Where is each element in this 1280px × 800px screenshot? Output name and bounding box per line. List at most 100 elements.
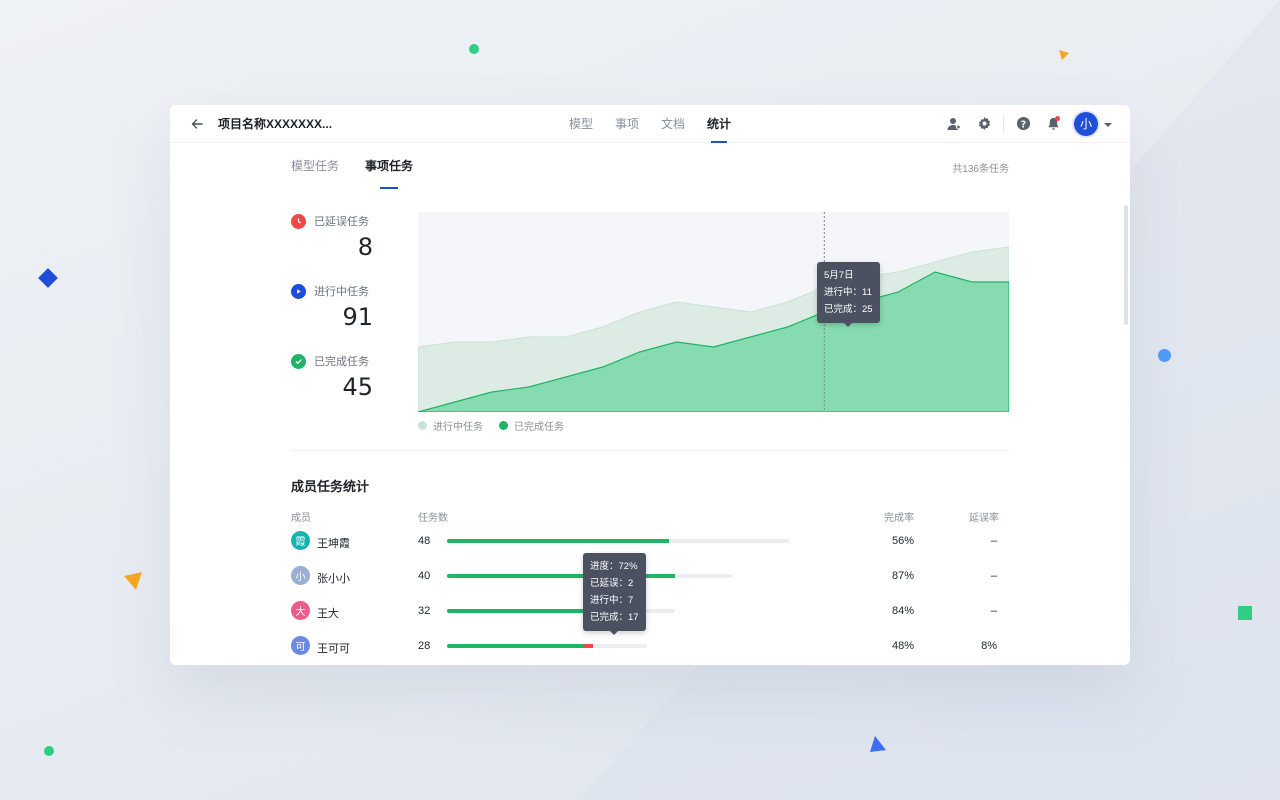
section-divider [291,450,1009,451]
header-rate: 完成率 [884,513,914,524]
clock-icon [291,213,306,229]
member-name: 张小小 [317,573,350,585]
subtab-item-tasks[interactable]: 事项任务 [365,143,413,189]
task-summary: 已延误任务 8 进行中任务 91 已完成任务 [291,213,381,423]
stat-value: 45 [342,373,373,401]
tab-stats[interactable]: 统计 [696,105,742,143]
stat-delayed: 已延误任务 8 [291,213,381,283]
top-bar: 项目名称XXXXXXX... 模型 事项 文档 统计 ? 小 [170,105,1130,143]
arrow-left-icon [191,118,203,129]
progress-track[interactable] [447,644,647,648]
member-name: 王坤霞 [317,538,350,550]
user-icon [947,117,961,130]
stats-content: 模型任务 事项任务 共136条任务 已延误任务 8 进行中任务 [291,143,1010,655]
delay-fill [583,644,593,648]
svg-text:?: ? [1020,119,1025,130]
area-chart [417,212,1010,413]
progress-fill [447,609,625,613]
table-row[interactable]: 大王大 32 84% – [291,596,1009,626]
play-icon [291,283,306,299]
toolbar-actions: ? 小 [939,109,1112,139]
completion-rate: 48% [891,640,914,652]
task-count: 48 [418,535,431,547]
stat-label: 进行中任务 [314,286,369,298]
table-row[interactable]: 小张小小 40 87% – [291,561,1009,591]
decoration-triangle [870,736,886,752]
delay-rate: – [990,535,997,547]
main-nav: 模型 事项 文档 统计 [558,105,742,143]
decoration-dot [469,44,479,54]
legend-swatch [418,421,427,430]
chevron-down-icon [1104,122,1112,127]
legend-label: 进行中任务 [433,422,483,433]
stat-completed: 已完成任务 45 [291,353,381,423]
chart-legend: 进行中任务 已完成任务 [418,418,564,433]
chart-tooltip: 5月7日 进行中：11 已完成：25 [817,262,880,323]
project-title: 项目名称XXXXXXX... [218,117,333,131]
tooltip-in-progress: 进行中：11 [824,287,872,298]
tooltip-in-progress: 进行中：7 [590,595,634,606]
app-window: 项目名称XXXXXXX... 模型 事项 文档 统计 ? 小 [170,105,1130,665]
members-section-title: 成员任务统计 [291,479,370,494]
user-avatar[interactable]: 小 [1074,111,1098,136]
tooltip-delayed: 已延误：2 [590,578,634,589]
avatar: 可 [291,636,310,655]
tab-items[interactable]: 事项 [614,117,639,131]
tooltip-date: 5月7日 [824,270,854,281]
progress-track[interactable] [447,539,789,543]
progress-track[interactable] [447,609,675,613]
table-row[interactable]: 霞王坤霞 48 56% – [291,526,1009,556]
completion-rate: 87% [891,570,914,582]
legend-swatch [499,421,508,430]
delay-rate: 8% [981,640,997,652]
member-name: 王大 [317,608,339,620]
member-name: 王可可 [317,643,350,655]
decoration-dot [44,746,54,756]
decoration-diamond [38,268,58,288]
decoration-triangle [1059,50,1069,60]
stat-label: 已完成任务 [314,356,369,368]
tab-docs[interactable]: 文档 [661,117,686,131]
decoration-triangle [124,572,142,590]
legend-label: 已完成任务 [514,422,564,433]
progress-fill [447,574,675,578]
scrollbar[interactable] [1124,205,1128,325]
tab-model[interactable]: 模型 [568,117,593,131]
progress-tooltip: 进度：72% 已延误：2 进行中：7 已完成：17 [583,553,646,631]
task-trend-chart: 5月7日 进行中：11 已完成：25 [417,212,1010,413]
completion-rate: 56% [891,535,914,547]
task-count: 40 [418,570,431,582]
toolbar-divider [1003,115,1004,132]
account-dropdown[interactable] [1104,115,1112,133]
settings-button[interactable] [969,109,999,139]
table-row[interactable]: 可王可可 28 48% 8% [291,631,1009,661]
legend-in-progress[interactable]: 进行中任务 [418,418,483,433]
stat-label: 已延误任务 [314,216,369,228]
progress-fill [447,539,669,543]
progress-fill [447,644,583,648]
back-button[interactable] [188,115,206,133]
tooltip-completed: 已完成：25 [824,304,873,315]
question-icon: ? [1016,116,1030,130]
stat-value: 8 [357,233,373,261]
header-member: 成员 [291,513,311,524]
stat-value: 91 [342,303,373,331]
subtab-model-tasks[interactable]: 模型任务 [291,159,340,173]
avatar: 霞 [291,531,310,550]
decoration-dot [1158,349,1171,362]
user-manage-button[interactable] [939,109,969,139]
avatar: 大 [291,601,310,620]
tooltip-completed: 已完成：17 [590,612,639,623]
help-button[interactable]: ? [1008,109,1038,139]
decoration-square [1238,606,1252,620]
members-table-header: 成员 任务数 完成率 延误率 [291,509,1009,524]
delay-rate: – [990,605,997,617]
task-count: 32 [418,605,431,617]
task-total: 共136条任务 [952,164,1009,175]
legend-completed[interactable]: 已完成任务 [499,418,564,433]
check-icon [291,353,306,369]
notifications-button[interactable] [1038,109,1068,139]
delay-rate: – [990,570,997,582]
tooltip-progress: 进度：72% [590,561,638,572]
header-tasks: 任务数 [418,513,448,524]
